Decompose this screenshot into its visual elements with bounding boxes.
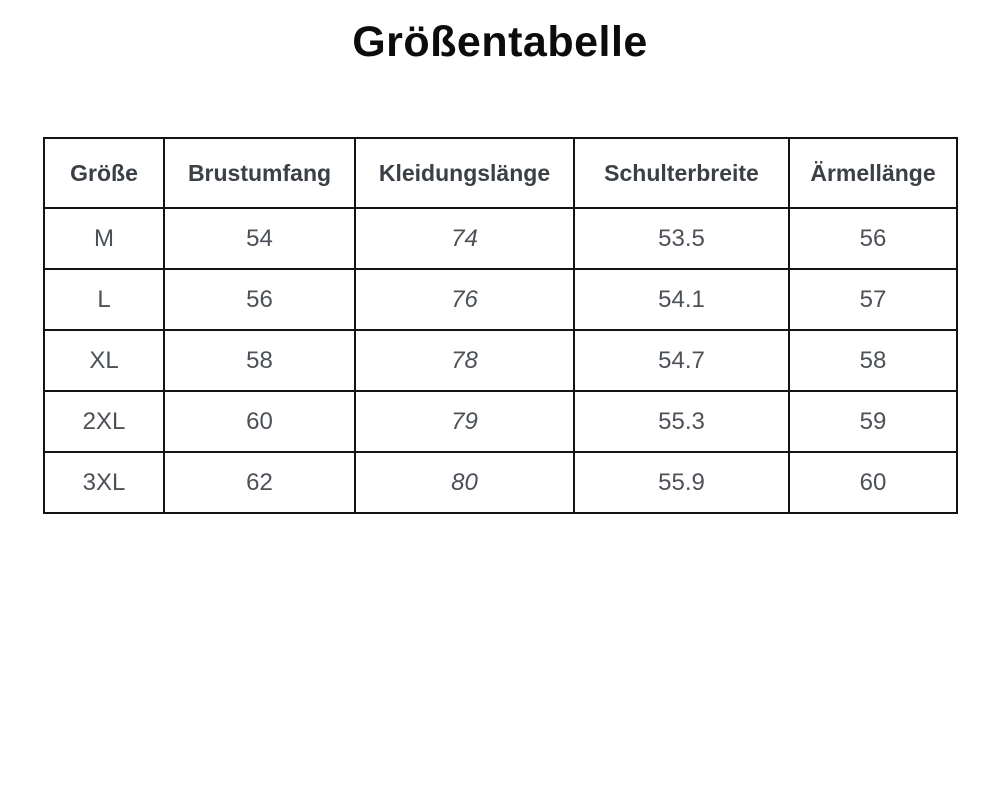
cell-kleidungslaenge: 78 [354,329,575,392]
cell-schulterbreite: 54.1 [573,268,790,331]
cell-schulterbreite: 55.3 [573,390,790,453]
cell-size: XL [43,329,165,392]
column-header-aermellaenge: Ärmellänge [788,137,958,209]
column-header-schulterbreite: Schulterbreite [573,137,790,209]
table-row-m: M 54 74 53.5 56 [43,207,958,270]
size-table: Größe Brustumfang Kleidungslänge Schulte… [43,137,958,514]
header-row: Größe Brustumfang Kleidungslänge Schulte… [43,137,958,209]
table-row-l: L 56 76 54.1 57 [43,268,958,331]
cell-aermellaenge: 56 [788,207,958,270]
cell-brustumfang: 54 [163,207,356,270]
cell-schulterbreite: 55.9 [573,451,790,514]
page-title: Größentabelle [352,18,648,66]
cell-brustumfang: 58 [163,329,356,392]
cell-size: L [43,268,165,331]
table-row-3xl: 3XL 62 80 55.9 60 [43,451,958,514]
cell-size: 3XL [43,451,165,514]
cell-size: M [43,207,165,270]
column-header-kleidungslaenge: Kleidungslänge [354,137,575,209]
table-header: Größe Brustumfang Kleidungslänge Schulte… [43,137,958,209]
cell-aermellaenge: 57 [788,268,958,331]
cell-brustumfang: 56 [163,268,356,331]
cell-aermellaenge: 60 [788,451,958,514]
cell-schulterbreite: 53.5 [573,207,790,270]
column-header-groesse: Größe [43,137,165,209]
cell-aermellaenge: 59 [788,390,958,453]
cell-schulterbreite: 54.7 [573,329,790,392]
cell-kleidungslaenge: 74 [354,207,575,270]
cell-brustumfang: 62 [163,451,356,514]
cell-kleidungslaenge: 79 [354,390,575,453]
table-row-2xl: 2XL 60 79 55.3 59 [43,390,958,453]
cell-size: 2XL [43,390,165,453]
column-header-brustumfang: Brustumfang [163,137,356,209]
table-row-xl: XL 58 78 54.7 58 [43,329,958,392]
cell-kleidungslaenge: 76 [354,268,575,331]
cell-kleidungslaenge: 80 [354,451,575,514]
table-body: M 54 74 53.5 56 L 56 76 54.1 57 XL 58 78… [43,207,958,514]
cell-aermellaenge: 58 [788,329,958,392]
cell-brustumfang: 60 [163,390,356,453]
